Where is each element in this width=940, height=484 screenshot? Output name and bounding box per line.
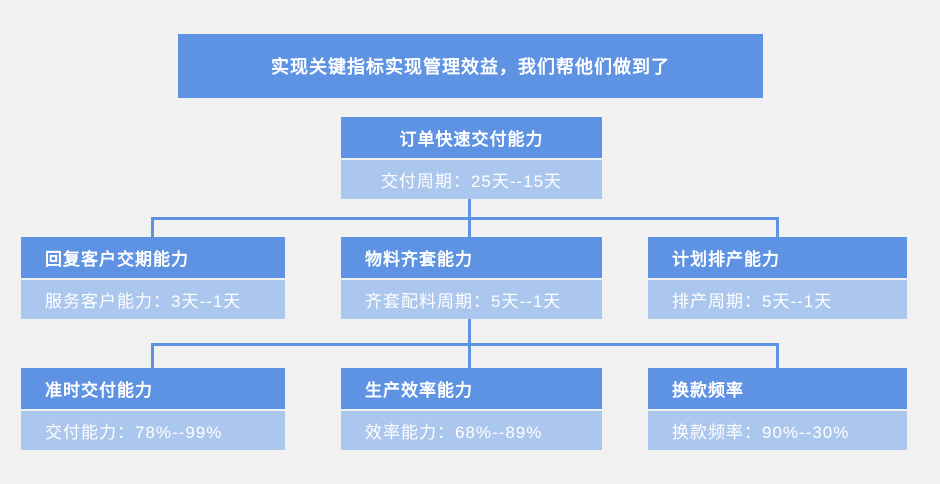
node-order-delivery: 订单快速交付能力 交付周期：25天--15天 [341,117,602,199]
diagram-title: 实现关键指标实现管理效益，我们帮他们做到了 [271,57,670,77]
node-metric: 排产周期：5天--1天 [648,280,907,319]
node-planning-scheduling: 计划排产能力 排产周期：5天--1天 [648,237,907,319]
node-metric: 交付能力：78%--99% [21,411,285,450]
node-title: 订单快速交付能力 [341,117,602,158]
node-metric: 齐套配料周期：5天--1天 [341,280,602,319]
node-title: 物料齐套能力 [341,237,602,278]
node-ontime-delivery: 准时交付能力 交付能力：78%--99% [21,368,285,450]
node-title: 换款频率 [648,368,907,409]
connector-bottom-left-stub [151,343,154,368]
node-title: 计划排产能力 [648,237,907,278]
connector-top-horizontal [151,217,779,220]
connector-bottom-horizontal [151,343,779,346]
node-reply-customer-leadtime: 回复客户交期能力 服务客户能力：3天--1天 [21,237,285,319]
node-material-kitting: 物料齐套能力 齐套配料周期：5天--1天 [341,237,602,319]
diagram-title-banner: 实现关键指标实现管理效益，我们帮他们做到了 [178,34,763,98]
node-production-efficiency: 生产效率能力 效率能力：68%--89% [341,368,602,450]
node-title: 生产效率能力 [341,368,602,409]
connector-bottom-right-stub [776,343,779,368]
node-metric: 服务客户能力：3天--1天 [21,280,285,319]
connector-top-right-stub [776,217,779,237]
node-changeover-frequency: 换款频率 换款频率：90%--30% [648,368,907,450]
node-title: 回复客户交期能力 [21,237,285,278]
node-title: 准时交付能力 [21,368,285,409]
node-metric: 效率能力：68%--89% [341,411,602,450]
connector-top-left-stub [151,217,154,237]
node-metric: 换款频率：90%--30% [648,411,907,450]
node-metric: 交付周期：25天--15天 [341,160,602,199]
